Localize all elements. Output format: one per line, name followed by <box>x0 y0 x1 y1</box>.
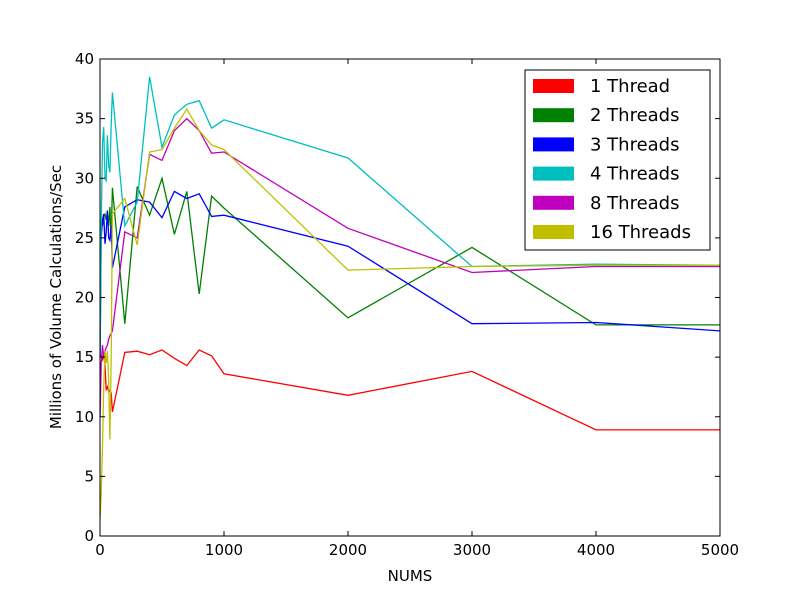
legend-label: 1 Thread <box>590 76 670 97</box>
series-line-3 <box>99 190 721 358</box>
y-tick-label: 25 <box>75 229 94 247</box>
legend-label: 8 Threads <box>590 193 680 214</box>
legend: 1 Thread 2 Threads 3 Threads 4 Threads 8 Thr… <box>524 69 711 251</box>
y-tick-label: 35 <box>75 110 94 128</box>
legend-frame <box>524 69 711 251</box>
legend-swatch <box>533 108 574 123</box>
x-tick-label: 0 <box>95 541 105 559</box>
series-line-2 <box>99 175 720 326</box>
y-axis-label: Millions of Volume Calculations/Sec <box>47 165 65 429</box>
legend-label: 3 Threads <box>590 134 680 155</box>
legend-swatch <box>533 137 574 152</box>
axis-tick-labels: 0 1000 2000 3000 4000 5000 0 5 10 15 20 25 30 35 40 <box>75 50 739 559</box>
x-tick-label: 5000 <box>701 541 739 559</box>
legend-swatch <box>533 79 574 93</box>
legend-swatch <box>533 195 574 210</box>
x-tick-label: 1000 <box>205 541 243 559</box>
legend-swatch <box>533 225 574 239</box>
legend-swatch <box>533 166 574 181</box>
y-tick-label: 40 <box>75 50 94 68</box>
axis-ticks <box>99 58 721 537</box>
legend-label: 4 Threads <box>590 164 680 185</box>
x-tick-label: 4000 <box>577 541 615 559</box>
x-axis-label: NUMS <box>388 567 433 585</box>
x-tick-label: 3000 <box>453 541 491 559</box>
legend-label: 2 Threads <box>590 105 680 126</box>
y-tick-label: 5 <box>84 467 94 485</box>
x-tick-label: 2000 <box>329 541 367 559</box>
y-tick-label: 15 <box>75 348 94 366</box>
y-tick-label: 30 <box>75 169 94 187</box>
legend-label: 16 Threads <box>590 222 691 243</box>
series-line-1 <box>99 349 720 431</box>
y-tick-label: 10 <box>75 408 94 426</box>
y-tick-label: 0 <box>84 527 94 545</box>
y-tick-label: 20 <box>75 289 94 307</box>
series-line-4 <box>99 76 721 355</box>
